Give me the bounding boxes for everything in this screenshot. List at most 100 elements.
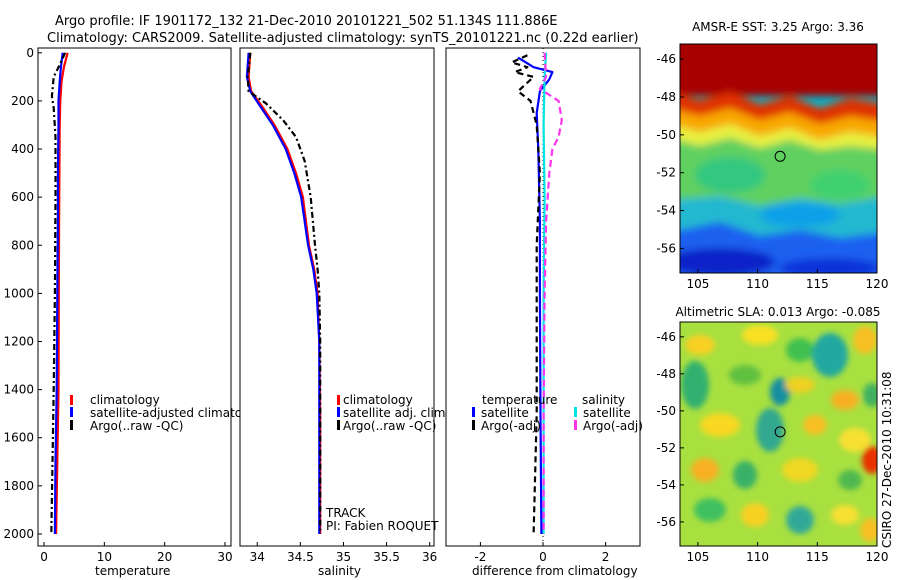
legend-sal-satellite: satellite (583, 406, 631, 420)
legend-sal-argo: Argo(-adj) (583, 419, 643, 433)
legend-swatch-argo (70, 420, 73, 430)
depth-y-ticks: 0 200 400 600 800 1000 1200 1400 1600 1800 2000 (3, 46, 42, 541)
sla-heatmap (680, 322, 877, 546)
salinity-x-ticks: 34 34.5 35 35.5 36 (250, 542, 437, 564)
csiro-timestamp: CSIRO 27-Dec-2010 10:31:08 (880, 371, 894, 548)
y-tick-label: -50 (656, 128, 676, 142)
difference-profiles (510, 48, 563, 546)
y-tick-label: 1800 (3, 479, 34, 493)
series-climatology (55, 52, 69, 535)
y-tick-label: 1000 (3, 286, 34, 300)
salinity-profiles (245, 52, 322, 534)
salinity-xlabel: salinity (318, 564, 361, 578)
x-tick-label: -2 (474, 550, 486, 564)
series-temperature-argo-adj- (510, 54, 542, 535)
argo-location-marker (774, 426, 786, 438)
salinity-panel: 34 34.5 35 35.5 36 salinity climatology sate… (239, 47, 449, 578)
series-argo-raw-qc- (246, 52, 322, 534)
x-tick-label: 110 (746, 277, 769, 291)
sla-map-panel: Altimetric SLA: 0.013 Argo: -0.085 (656, 305, 888, 564)
legend-swatch-temp-argo (472, 420, 475, 430)
y-tick-label: 2000 (3, 527, 34, 541)
y-tick-label: -54 (656, 204, 676, 218)
y-tick-label: -46 (656, 330, 676, 344)
argo-location-marker (774, 150, 786, 162)
legend-climatology: climatology (343, 393, 413, 407)
salinity-legend: climatology satellite adj. clim. Argo(..… (337, 393, 449, 433)
legend-swatch-satellite (70, 407, 73, 417)
x-tick-label: 115 (806, 550, 829, 564)
legend-argo: Argo(..raw -QC) (343, 419, 436, 433)
legend-swatch-argo (337, 420, 340, 430)
sst-map-ticks: 105 110 115 120 -46 -48 -50 -52 -54 -56 (656, 52, 888, 291)
series-satellite-adjusted-climatology (53, 52, 64, 535)
y-tick-label: 0 (26, 46, 34, 60)
x-tick-label: 35.5 (373, 550, 400, 564)
x-tick-label: 20 (157, 550, 172, 564)
legend-swatch-climatology (70, 395, 73, 405)
x-tick-label: 34 (250, 550, 265, 564)
legend-swatch-satellite (337, 407, 340, 417)
temperature-axes (37, 47, 232, 547)
difference-panel: -2 0 2 difference from climatology tempera… (445, 47, 643, 578)
sst-map-panel: AMSR-E SST: 3.25 Argo: 3.36 105 110 115 120… (656, 20, 888, 291)
y-tick-label: -48 (656, 367, 676, 381)
x-tick-label: 105 (686, 277, 709, 291)
x-tick-label: 115 (806, 277, 829, 291)
y-tick-label: -46 (656, 52, 676, 66)
legend-swatch-sal-satellite (574, 407, 577, 417)
y-tick-label: 1400 (3, 383, 34, 397)
sla-map-ticks: 105 110 115 120 -46 -48 -50 -52 -54 -56 (656, 330, 888, 564)
x-tick-label: 0 (40, 550, 48, 564)
y-tick-label: -52 (656, 441, 676, 455)
y-tick-label: 1200 (3, 335, 34, 349)
y-tick-label: -54 (656, 478, 676, 492)
temperature-legend: climatology satellite-adjusted climatolo… (70, 393, 253, 433)
x-tick-label: 35 (336, 550, 351, 564)
header-line2: Climatology: CARS2009. Satellite-adjuste… (47, 31, 639, 46)
y-tick-label: 600 (11, 190, 34, 204)
y-tick-label: -50 (656, 404, 676, 418)
y-tick-label: 800 (11, 238, 34, 252)
x-tick-label: 0 (539, 550, 547, 564)
y-tick-label: 400 (11, 142, 34, 156)
track-label: TRACK (325, 506, 367, 520)
legend-swatch-sal-argo (574, 420, 577, 430)
x-tick-label: 105 (686, 550, 709, 564)
x-tick-label: 30 (217, 550, 232, 564)
legend-satellite-adjusted: satellite-adjusted climatolo (90, 406, 253, 420)
temperature-xlabel: temperature (95, 564, 170, 578)
pi-label: PI: Fabien ROQUET (326, 519, 439, 533)
series-salinity-argo-adj- (538, 52, 563, 534)
x-tick-label: 120 (866, 277, 889, 291)
legend-salinity-title: salinity (582, 393, 625, 407)
x-tick-label: 34.5 (287, 550, 314, 564)
legend-argo: Argo(..raw -QC) (90, 419, 183, 433)
legend-temperature-title: temperature (482, 393, 557, 407)
x-tick-label: 110 (746, 550, 769, 564)
y-tick-label: 200 (11, 94, 34, 108)
y-tick-label: -56 (656, 515, 676, 529)
legend-temp-argo: Argo(-adj) (481, 419, 541, 433)
y-tick-label: 1600 (3, 431, 34, 445)
sst-map-title: AMSR-E SST: 3.25 Argo: 3.36 (692, 20, 864, 34)
sst-map-frame (679, 43, 878, 274)
sla-map-frame (679, 321, 878, 547)
salinity-axes (239, 47, 435, 547)
difference-legend: temperature salinity satellite Argo(-adj… (472, 393, 643, 433)
header-line1: Argo profile: IF 1901172_132 21-Dec-2010… (55, 14, 557, 29)
series-argo-raw-qc- (50, 52, 67, 535)
difference-xlabel: difference from climatology (472, 564, 638, 578)
sst-heatmap (680, 44, 877, 273)
x-tick-label: 2 (602, 550, 610, 564)
legend-climatology: climatology (90, 393, 160, 407)
x-tick-label: 120 (866, 550, 889, 564)
y-tick-label: -48 (656, 90, 676, 104)
temperature-profiles (50, 52, 69, 535)
temperature-x-ticks: 0 10 20 30 (40, 542, 233, 564)
legend-satellite-adj: satellite adj. clim. (343, 406, 449, 420)
x-tick-label: 36 (422, 550, 437, 564)
legend-swatch-climatology (337, 395, 340, 405)
x-tick-label: 10 (97, 550, 112, 564)
